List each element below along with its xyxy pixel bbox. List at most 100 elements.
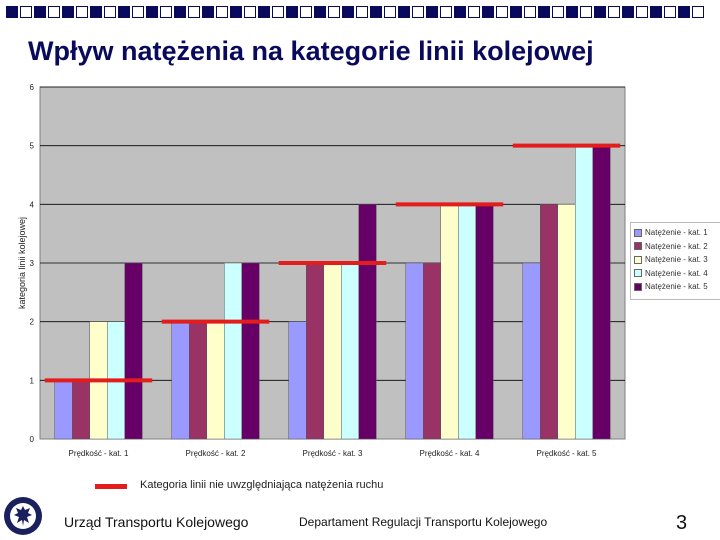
x-tick-label: Prędkość - kat. 4 (419, 449, 480, 458)
top-bar-square (20, 6, 32, 18)
bar (341, 262, 359, 440)
top-bar-square (580, 6, 592, 18)
y-tick-label: 1 (30, 376, 35, 385)
top-bar-square (482, 6, 494, 18)
top-bar-square (104, 6, 116, 18)
legend-label: Natężenie - kat. 5 (645, 282, 708, 291)
bar (241, 262, 260, 440)
bar (306, 262, 324, 440)
top-bar-square (286, 6, 298, 18)
top-bar-square (300, 6, 312, 18)
top-bar-square (258, 6, 270, 18)
top-bar-square (230, 6, 242, 18)
top-bar-square (90, 6, 102, 18)
bar (206, 321, 225, 440)
y-tick-label: 5 (30, 142, 35, 151)
x-tick-label: Prędkość - kat. 2 (185, 449, 246, 458)
top-bar-square (48, 6, 60, 18)
top-bar-square (314, 6, 326, 18)
top-bar-square (76, 6, 88, 18)
legend-swatch (634, 242, 642, 251)
top-bar-square (692, 6, 704, 18)
bar (540, 204, 558, 440)
bar (124, 262, 143, 440)
legend-item: Natężenie - kat. 2 (634, 242, 708, 251)
y-tick-label: 3 (30, 259, 35, 268)
legend-label: Natężenie - kat. 2 (645, 241, 708, 251)
top-bar-square (552, 6, 564, 18)
y-tick-label: 0 (30, 435, 35, 444)
chart-legend: Natężenie - kat. 1 Natężenie - kat. 2 Natę… (630, 222, 720, 300)
legend-label: Natężenie - kat. 1 (645, 228, 708, 237)
top-bar-square (384, 6, 396, 18)
bar (288, 321, 307, 440)
top-bar-square (244, 6, 256, 18)
bar (423, 262, 441, 440)
reference-line-legend-label: Kategoria linii nie uwzględniająca natęż… (140, 479, 384, 491)
legend-item: Natężenie - kat. 5 (634, 282, 708, 291)
reference-line-legend-swatch (95, 484, 127, 489)
top-bar-square (62, 6, 74, 18)
bar (557, 204, 576, 440)
bar (171, 321, 190, 440)
top-bar-square (160, 6, 172, 18)
legend-swatch (634, 282, 642, 291)
top-bar-square (34, 6, 46, 18)
bar (592, 145, 611, 440)
legend-swatch (634, 269, 642, 278)
y-tick-label: 4 (30, 200, 35, 209)
top-bar-square (132, 6, 144, 18)
top-bar-square (496, 6, 508, 18)
top-bar-square (468, 6, 480, 18)
top-bar-square (538, 6, 550, 18)
bar (54, 380, 73, 440)
y-axis-label: kategoria linii kolejowej (17, 217, 27, 309)
y-tick-label: 2 (30, 318, 35, 327)
y-tick-label: 6 (30, 83, 35, 92)
footer-department: Departament Regulacji Transportu Kolejow… (299, 515, 548, 529)
top-bar-square (636, 6, 648, 18)
bar (224, 262, 242, 440)
top-bar-square (426, 6, 438, 18)
bar (72, 380, 90, 440)
footer-organization: Urząd Transportu Kolejowego (64, 514, 249, 530)
legend-item: Natężenie - kat. 4 (634, 269, 708, 278)
x-tick-label: Prędkość - kat. 5 (536, 449, 597, 458)
x-tick-label: Prędkość - kat. 3 (302, 449, 363, 458)
top-bar-square (678, 6, 690, 18)
legend-item: Natężenie - kat. 3 (634, 255, 708, 264)
top-bar-square (370, 6, 382, 18)
bar (440, 204, 459, 440)
top-bar-square (440, 6, 452, 18)
bar (458, 204, 476, 440)
top-bar-square (566, 6, 578, 18)
legend-swatch (634, 255, 642, 264)
top-bar-square (118, 6, 130, 18)
top-bar-square (608, 6, 620, 18)
legend-item: Natężenie - kat. 1 (634, 228, 708, 237)
legend-label: Natężenie - kat. 3 (645, 255, 708, 264)
top-bar-square (650, 6, 662, 18)
top-bar-square (342, 6, 354, 18)
bar (358, 204, 377, 440)
top-bar-square (272, 6, 284, 18)
bar (475, 204, 494, 440)
polish-eagle-emblem-icon (4, 497, 42, 535)
top-bar-square (202, 6, 214, 18)
legend-label: Natężenie - kat. 4 (645, 268, 708, 278)
top-bar-square (146, 6, 158, 18)
top-decor-bar (0, 0, 720, 28)
top-bar-square (356, 6, 368, 18)
top-bar-square (412, 6, 424, 18)
top-bar-square (328, 6, 340, 18)
bar (575, 145, 593, 440)
bar (189, 321, 207, 440)
legend-swatch (634, 228, 642, 237)
x-tick-label: Prędkość - kat. 1 (68, 449, 129, 458)
top-bar-square (398, 6, 410, 18)
page-number: 3 (676, 512, 688, 534)
bar (522, 262, 541, 440)
top-bar-square (622, 6, 634, 18)
top-bar-square (174, 6, 186, 18)
